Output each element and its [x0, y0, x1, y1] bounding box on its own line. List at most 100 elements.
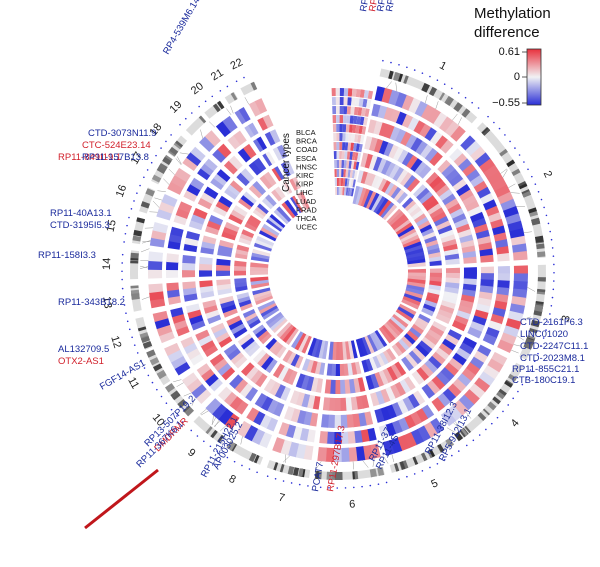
heatmap-cell [339, 379, 346, 394]
heatmap-cell [260, 226, 278, 239]
chromosome-label: 13 [100, 296, 113, 310]
chromosome-band [506, 159, 516, 168]
heatmap-cell [343, 106, 348, 115]
ring-dot [406, 475, 408, 478]
chromosome-band [164, 383, 175, 393]
chromosome-band [420, 452, 428, 462]
gene-label: RP11-849I19.1 [58, 152, 121, 163]
heatmap-cell [411, 209, 425, 221]
heatmap-cell [272, 437, 285, 454]
heatmap-cell [346, 115, 351, 124]
heatmap-cell [343, 97, 348, 106]
heatmap-cell [439, 188, 454, 202]
heatmap-cell [364, 153, 374, 169]
heatmap-cell [454, 315, 469, 326]
chromosome-label: 18 [147, 121, 164, 138]
heatmap-cell [188, 219, 204, 231]
heatmap-cell [350, 160, 355, 170]
connector-line [176, 382, 184, 387]
heatmap-cell [226, 184, 241, 197]
chromosome-band [146, 349, 156, 358]
connector-line [352, 461, 354, 470]
heatmap-cell [203, 186, 219, 200]
heatmap-cell [368, 192, 380, 211]
heatmap-cell [348, 178, 352, 187]
ring-dot [429, 466, 431, 469]
heatmap-cell [429, 207, 445, 219]
heatmap-cell [374, 372, 384, 388]
ring-dot [160, 147, 162, 149]
connector-line [452, 113, 458, 121]
ring-dot [451, 454, 453, 457]
heatmap-cell [252, 248, 271, 257]
gene-label: RP11-157B13.8 [82, 152, 149, 163]
heatmap-cell [400, 336, 413, 348]
heatmap-cell [406, 281, 426, 289]
heatmap-cell [167, 349, 184, 363]
heatmap-cell [324, 379, 332, 394]
ring-dot [266, 475, 269, 478]
heatmap-cell [374, 176, 384, 190]
connector-line [425, 95, 428, 104]
heatmap-cell [238, 198, 253, 211]
heatmap-cell [390, 363, 402, 379]
ring-dot [542, 337, 545, 339]
ring-dot [143, 367, 146, 369]
heatmap-cell [429, 151, 443, 167]
heatmap-cell [462, 283, 477, 292]
heatmap-cell [455, 347, 471, 361]
heatmap-cell [400, 231, 418, 243]
heatmap-cell [407, 393, 420, 409]
heatmap-cell [236, 420, 252, 438]
heatmap-cell [262, 223, 280, 237]
heatmap-cell [325, 447, 335, 462]
heatmap-cell [334, 160, 337, 169]
heatmap-cell [418, 165, 432, 179]
ring-dot [248, 468, 251, 470]
heatmap-cell [336, 151, 340, 160]
heatmap-cell [335, 363, 341, 376]
heatmap-cell [199, 269, 213, 277]
heatmap-cell [424, 235, 438, 244]
ring-dot [256, 471, 258, 474]
heatmap-cell [461, 245, 476, 254]
heatmap-cell [405, 134, 418, 150]
heatmap-cell [424, 148, 439, 163]
heatmap-cell [215, 200, 230, 213]
heatmap-cell [300, 374, 310, 390]
heatmap-cell [465, 140, 482, 157]
heatmap-cell [407, 278, 426, 285]
heatmap-cell [479, 248, 494, 257]
heatmap-cell [301, 335, 312, 354]
ring-dot [477, 107, 480, 109]
heatmap-cell [413, 320, 427, 332]
ring-dot [233, 460, 236, 463]
heatmap-cell [206, 220, 222, 231]
heatmap-cell [336, 115, 340, 124]
heatmap-cell [149, 290, 165, 301]
heatmap-cell [243, 424, 259, 442]
heatmap-cell [342, 124, 347, 133]
connector-line [226, 108, 232, 116]
heatmap-cell [397, 338, 410, 351]
heatmap-cell [389, 384, 401, 399]
ring-dot [190, 429, 193, 432]
heatmap-cell [414, 101, 429, 118]
heatmap-cell [299, 191, 310, 210]
chromosome-label: 8 [227, 473, 238, 486]
chromosome-band [394, 463, 400, 472]
ring-dot [406, 66, 408, 69]
chromosome-band [537, 288, 546, 293]
heatmap-cell [331, 97, 336, 106]
heatmap-cell [401, 234, 420, 246]
heatmap-cell [452, 213, 467, 224]
heatmap-cell [268, 340, 281, 353]
heatmap-cell [306, 359, 314, 373]
connector-line [315, 461, 322, 469]
heatmap-cell [408, 97, 422, 114]
connector-line [510, 192, 520, 194]
heatmap-cell [182, 281, 196, 290]
heatmap-cell [380, 406, 391, 422]
heatmap-cell [340, 414, 348, 428]
connector-line [209, 121, 216, 128]
